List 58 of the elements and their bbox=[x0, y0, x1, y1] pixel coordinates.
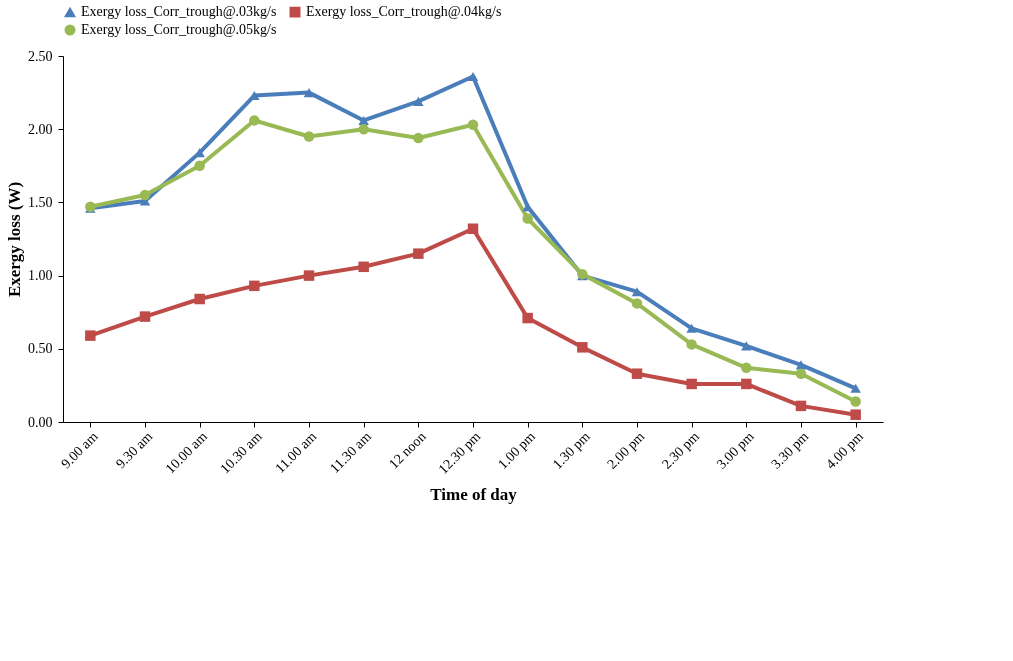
point bbox=[741, 378, 752, 390]
point bbox=[303, 131, 315, 142]
x-tick-label: 4.00 pm bbox=[823, 428, 867, 472]
y-tick-label: 2.50 bbox=[28, 48, 53, 64]
point bbox=[303, 88, 315, 98]
point bbox=[413, 132, 424, 144]
point bbox=[795, 368, 807, 379]
point bbox=[413, 248, 424, 259]
point bbox=[194, 293, 205, 305]
x-tick-label: 3.30 pm bbox=[768, 428, 812, 472]
point bbox=[795, 360, 807, 370]
y-tick-label: 1.50 bbox=[28, 194, 53, 210]
point bbox=[631, 298, 643, 309]
point bbox=[795, 400, 807, 412]
point bbox=[413, 96, 424, 106]
point bbox=[522, 202, 533, 212]
point bbox=[741, 341, 752, 351]
point bbox=[139, 311, 151, 322]
point bbox=[467, 71, 479, 82]
point bbox=[358, 115, 369, 125]
point bbox=[850, 383, 861, 393]
x-tick-label: 2.00 pm bbox=[604, 428, 648, 472]
point bbox=[249, 115, 260, 126]
x-tick-label: 2.30 pm bbox=[659, 428, 703, 472]
x-tick-label: 9.30 am bbox=[112, 428, 156, 472]
point bbox=[577, 342, 588, 353]
x-tick-label: 3.00 pm bbox=[713, 428, 757, 472]
legend-label: Exergy loss_Corr_trough@.04kg/s bbox=[306, 4, 502, 20]
point bbox=[741, 362, 752, 374]
y-tick-label: 0.50 bbox=[28, 341, 53, 357]
point bbox=[850, 409, 861, 420]
point bbox=[139, 189, 151, 201]
point bbox=[686, 323, 697, 333]
y-axis-title: Exergy loss (W) bbox=[5, 181, 24, 298]
point bbox=[358, 261, 369, 273]
x-tick-label: 12 noon bbox=[385, 428, 429, 472]
point bbox=[358, 123, 369, 135]
y-tick-label: 0.00 bbox=[28, 414, 53, 430]
point bbox=[249, 280, 260, 292]
point bbox=[467, 223, 479, 234]
point bbox=[194, 160, 205, 172]
x-tick-label: 9.00 am bbox=[58, 428, 101, 472]
x-tick-label: 1.00 pm bbox=[495, 428, 539, 472]
point bbox=[686, 378, 697, 390]
point bbox=[631, 368, 643, 379]
legend-label: Exergy loss_Corr_trough@.03kg/s bbox=[81, 4, 277, 20]
y-tick-label: 1.00 bbox=[28, 268, 53, 284]
point bbox=[522, 312, 533, 324]
point bbox=[850, 396, 861, 407]
point bbox=[686, 339, 697, 350]
x-axis-title: Time of day bbox=[430, 484, 518, 504]
point bbox=[467, 119, 479, 131]
legend-label: Exergy loss_Corr_trough@.05kg/s bbox=[81, 22, 277, 37]
x-tick-label: 1.30 pm bbox=[549, 428, 593, 472]
point bbox=[303, 270, 315, 281]
point bbox=[522, 213, 533, 224]
y-tick-label: 2.00 bbox=[28, 121, 53, 137]
point bbox=[85, 330, 96, 341]
